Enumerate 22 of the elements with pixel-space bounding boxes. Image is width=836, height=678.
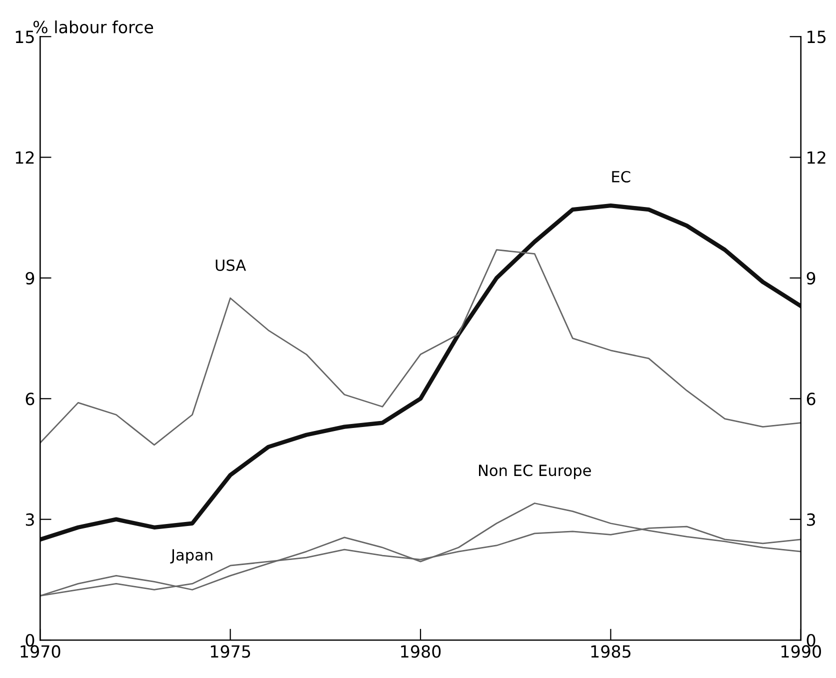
text: USA: [216, 259, 246, 271]
y2-tick-label: 6: [806, 392, 816, 406]
y2-tick-label: 9: [806, 272, 816, 285]
y-tick-label: 9: [26, 272, 34, 285]
text: Non EC Europe: [479, 464, 591, 480]
series-label: EC: [612, 170, 630, 182]
y-axis-title: % labour force: [33, 20, 154, 34]
y2-tick-label: 12: [808, 151, 826, 164]
y-tick-label: 6: [26, 392, 34, 406]
x-tick-label: 1980: [401, 645, 441, 658]
x-tick-label: 1975: [210, 645, 250, 658]
y-tick-label: 12: [16, 151, 34, 164]
series-label: Japan: [170, 549, 212, 564]
y-tick-label: 3: [26, 513, 34, 526]
y2-tick-label: 3: [807, 513, 816, 526]
x-tick-label: 1990: [782, 645, 821, 658]
x-tick-label: 1985: [591, 645, 630, 658]
y-tick-label: 15: [16, 30, 34, 44]
y2-tick-label: 0: [806, 634, 816, 647]
y-tick-label: 0: [26, 634, 34, 647]
x-tick-label: 1970: [20, 645, 60, 658]
y2-tick-label: 15: [808, 30, 826, 44]
